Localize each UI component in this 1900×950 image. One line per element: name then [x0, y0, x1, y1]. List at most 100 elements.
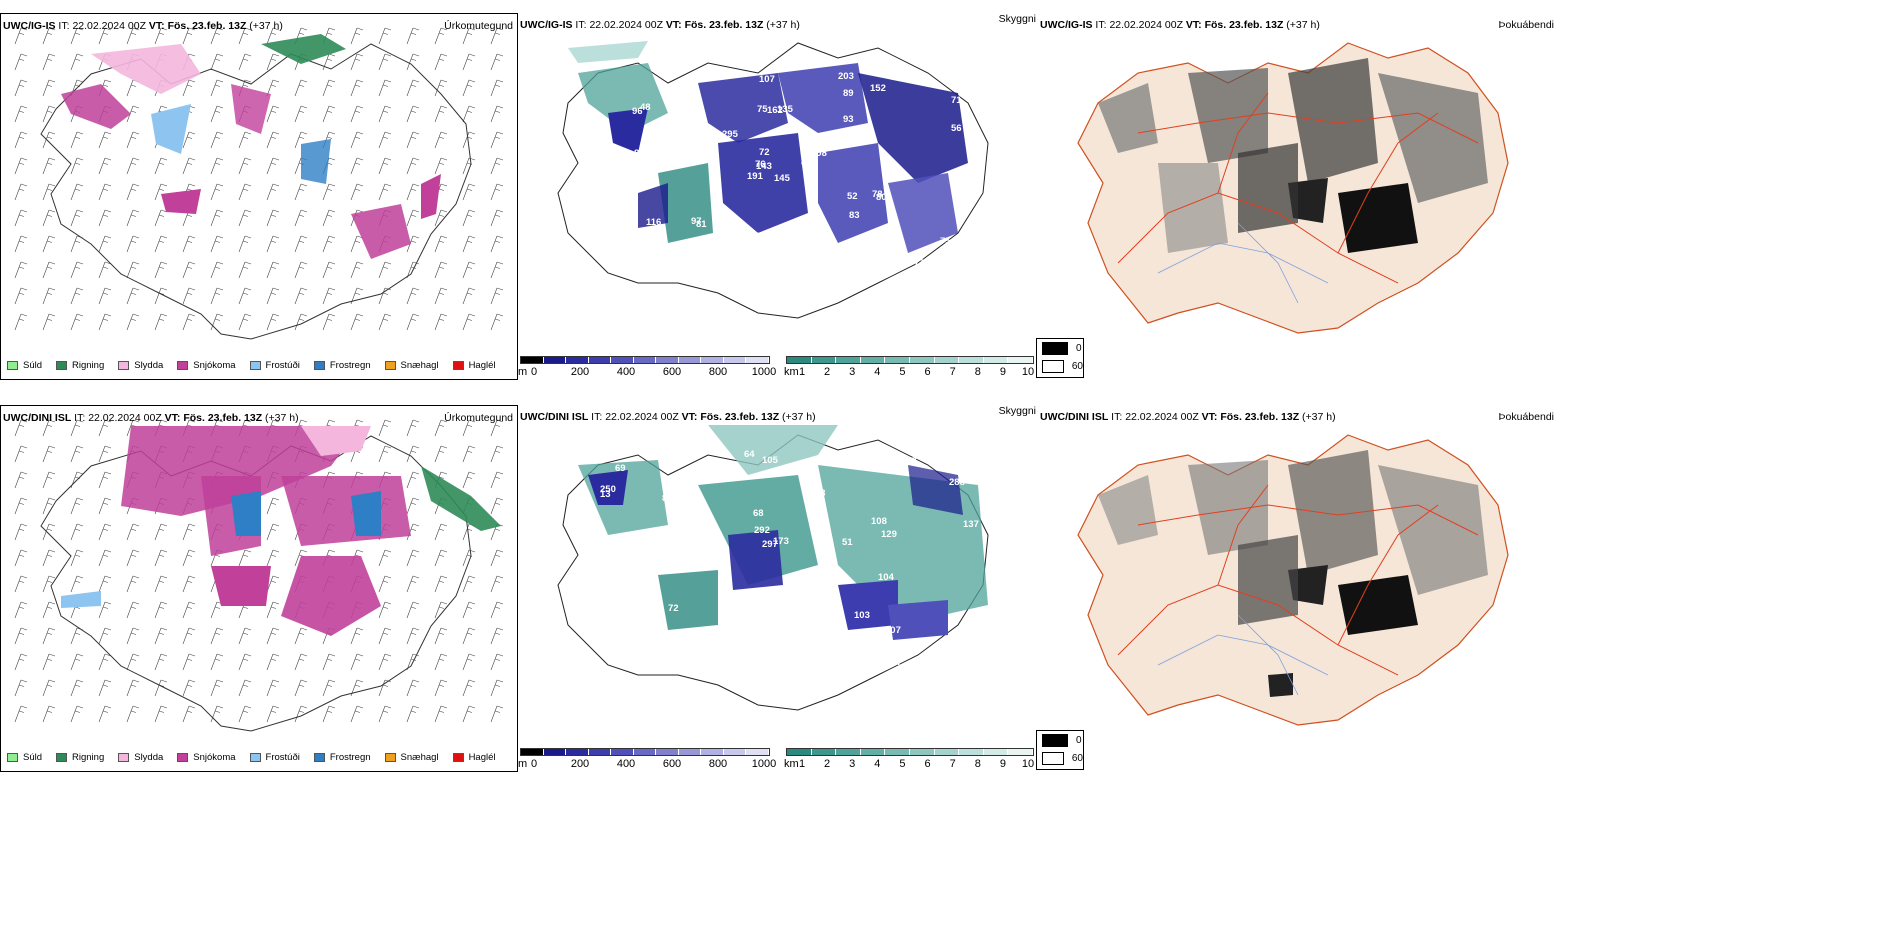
legend-item: Snjókoma [177, 357, 236, 373]
fog-panel-2: UWC/DINI ISL IT: 22.02.2024 00Z VT: Fös.… [1036, 405, 1558, 772]
wind-barb [378, 53, 392, 71]
cloud-base-value: 114 [655, 66, 671, 77]
cloud-base-value: 98 [711, 130, 722, 141]
wind-barb [406, 79, 420, 97]
wind-barb [490, 183, 504, 201]
colorbar-tick: 400 [616, 366, 636, 378]
wind-barb [70, 679, 84, 697]
cloud-base-value: 131 [618, 240, 635, 251]
wind-barb [350, 53, 364, 71]
wind-barb [126, 235, 140, 253]
wind-barb [378, 261, 392, 279]
wind-barb [210, 209, 224, 227]
wind-barb [98, 157, 112, 175]
roads-overlay [1117, 92, 1479, 284]
visibility-colorbar: km 1 2 3 4 5 6 7 8 9 10 [784, 356, 1034, 388]
wind-barb [42, 523, 56, 541]
wind-barb [294, 209, 308, 227]
fog-legend: 0 60 [1036, 730, 1084, 770]
wind-barb [154, 705, 168, 723]
wind-barb [294, 313, 308, 331]
wind-barb [490, 601, 504, 619]
wind-barb [490, 471, 504, 489]
cloud-base-value: 108 [811, 148, 827, 159]
wind-barb [294, 705, 308, 723]
wind-barb [182, 627, 196, 645]
wind-barb [434, 705, 448, 723]
wind-barb [126, 287, 140, 305]
wind-barb [42, 261, 56, 279]
legend-label: Frostúði [265, 751, 300, 763]
cloud-base-value: 51 [842, 537, 853, 548]
wind-barb [154, 157, 168, 175]
legend-swatch [177, 360, 189, 370]
cloud-base-value: 287 [798, 630, 814, 641]
cloud-base-value: 72 [812, 141, 823, 152]
wind-barb [462, 471, 476, 489]
wind-barb [462, 209, 476, 227]
cloud-base-value: 63 [817, 139, 828, 150]
wind-barb [98, 313, 112, 331]
cloud-base-value: 166 [612, 552, 628, 563]
colorbar-tick: 8 [974, 366, 981, 378]
wind-barb [70, 653, 84, 671]
precip-legend: Súld Rigning Slydda Snjókoma Frostúði Frostre… [7, 357, 510, 373]
wind-barb [462, 105, 476, 123]
wind-barb [210, 131, 224, 149]
colorbar-tick: 600 [662, 366, 682, 378]
cloud-base-value: 96 [632, 106, 643, 117]
wind-barb [182, 27, 196, 45]
wind-barb [126, 157, 140, 175]
cloud-base-value: 72 [668, 603, 679, 614]
legend-item: Haglél [452, 357, 496, 373]
wind-barb [490, 79, 504, 97]
wind-barb [462, 575, 476, 593]
panel-type-label: Þokuábendi [1498, 411, 1554, 423]
wind-barb [238, 157, 252, 175]
wind-barb [210, 157, 224, 175]
wind-barb [434, 627, 448, 645]
cloud-base-value: 105 [762, 455, 779, 466]
wind-barb [434, 549, 448, 567]
wind-barb [266, 209, 280, 227]
cloud-base-value: 121 [820, 579, 837, 590]
legend-label: 0 [1076, 734, 1082, 746]
wind-barb [14, 445, 28, 463]
legend-label: Frostregn [329, 359, 371, 371]
colorbar-tick: 2 [824, 366, 831, 378]
cloud-base-value: 85 [801, 157, 812, 168]
cloud-base-value: 56 [951, 123, 962, 134]
colorbar-tick: 0 [530, 758, 538, 770]
colorbar-unit: km [784, 366, 799, 378]
colorbar-tick: 9 [999, 758, 1006, 770]
wind-barb [266, 497, 280, 515]
wind-barb [42, 235, 56, 253]
wind-barb [266, 705, 280, 723]
wind-barb [490, 53, 504, 71]
wind-barb [182, 287, 196, 305]
wind-barb [462, 157, 476, 175]
wind-barb [350, 705, 364, 723]
wind-barb [14, 523, 28, 541]
wind-barb [462, 601, 476, 619]
cloud-base-value: 191 [747, 171, 764, 182]
colorbar-tick: 1 [798, 366, 806, 378]
colorbar-tick: 6 [924, 758, 931, 770]
wind-barb [14, 27, 28, 45]
colorbar-tick: 800 [708, 366, 728, 378]
wind-barb [182, 131, 196, 149]
wind-barb [210, 27, 224, 45]
wind-barb [350, 261, 364, 279]
wind-barb [98, 445, 112, 463]
wind-barb [98, 627, 112, 645]
cloud-base-value: 177 [901, 456, 917, 467]
colorbar-tick: 7 [949, 758, 956, 770]
cloud-base-value: 288 [949, 477, 965, 488]
legend-swatch [384, 752, 396, 762]
wind-barb [42, 471, 56, 489]
wind-barb [462, 679, 476, 697]
wind-barb [406, 705, 420, 723]
wind-barb [266, 523, 280, 541]
wind-barb [350, 313, 364, 331]
wind-barb [490, 419, 504, 437]
